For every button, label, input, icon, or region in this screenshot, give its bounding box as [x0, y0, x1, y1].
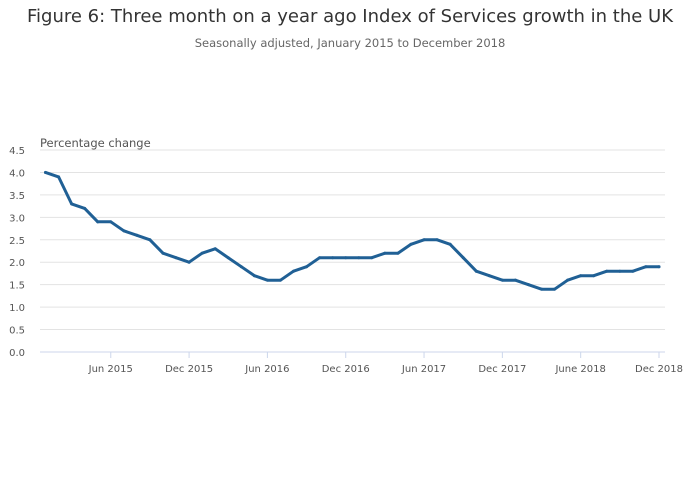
- data-point: [631, 269, 635, 273]
- y-tick-label: 3.5: [9, 191, 25, 202]
- x-tick-label: Dec 2018: [635, 364, 683, 375]
- data-point: [644, 265, 648, 269]
- x-tick-label: Dec 2017: [478, 364, 526, 375]
- data-point: [305, 265, 309, 269]
- data-point: [540, 287, 544, 291]
- y-tick-label: 1.0: [9, 303, 25, 314]
- data-point: [370, 256, 374, 260]
- y-tick-label: 0.0: [9, 348, 25, 359]
- data-point: [500, 278, 504, 282]
- data-point: [396, 251, 400, 255]
- data-point: [553, 287, 557, 291]
- data-point: [239, 265, 243, 269]
- data-point: [135, 233, 139, 237]
- data-point: [461, 256, 465, 260]
- data-point: [383, 251, 387, 255]
- chart-subtitle: Seasonally adjusted, January 2015 to Dec…: [194, 36, 506, 50]
- data-point: [579, 274, 583, 278]
- data-point: [161, 251, 165, 255]
- data-point: [292, 269, 296, 273]
- x-tick-label: Dec 2015: [165, 364, 213, 375]
- y-tick-label: 2.5: [9, 236, 25, 247]
- data-point: [109, 220, 113, 224]
- data-point: [70, 202, 74, 206]
- data-point: [96, 220, 100, 224]
- data-point: [174, 256, 178, 260]
- data-point: [487, 274, 491, 278]
- y-tick-label: 2.0: [9, 258, 25, 269]
- y-tick-label: 0.5: [9, 326, 25, 337]
- data-point: [187, 260, 191, 264]
- data-point: [318, 256, 322, 260]
- data-point: [592, 274, 596, 278]
- x-tick-label: Dec 2016: [322, 364, 370, 375]
- data-point: [657, 265, 661, 269]
- data-point: [265, 278, 269, 282]
- data-point: [57, 175, 61, 179]
- y-tick-label: 3.0: [9, 213, 25, 224]
- data-point: [618, 269, 622, 273]
- data-point: [252, 274, 256, 278]
- data-point: [122, 229, 126, 233]
- x-tick-label: Jun 2017: [401, 364, 446, 375]
- data-point: [474, 269, 478, 273]
- data-point: [422, 238, 426, 242]
- x-tick-label: Jun 2015: [88, 364, 133, 375]
- data-point: [331, 256, 335, 260]
- data-point: [409, 242, 413, 246]
- data-point: [526, 283, 530, 287]
- data-point: [435, 238, 439, 242]
- series-line: [44, 170, 661, 291]
- data-point: [44, 170, 47, 174]
- data-point: [566, 278, 570, 282]
- y-tick-label: 1.5: [9, 281, 25, 292]
- data-point: [226, 256, 230, 260]
- data-point: [278, 278, 282, 282]
- y-axis-label: Percentage change: [40, 136, 151, 150]
- data-point: [213, 247, 217, 251]
- y-tick-label: 4.5: [9, 146, 25, 157]
- x-tick-label: June 2018: [554, 364, 605, 375]
- data-point: [148, 238, 152, 242]
- y-tick-label: 4.0: [9, 168, 25, 179]
- data-point: [448, 242, 452, 246]
- data-point: [357, 256, 361, 260]
- data-point: [513, 278, 517, 282]
- data-point: [83, 206, 87, 210]
- data-point: [605, 269, 609, 273]
- data-point: [200, 251, 204, 255]
- data-point: [344, 256, 348, 260]
- x-tick-label: Jun 2016: [244, 364, 289, 375]
- chart-title: Figure 6: Three month on a year ago Inde…: [27, 6, 673, 27]
